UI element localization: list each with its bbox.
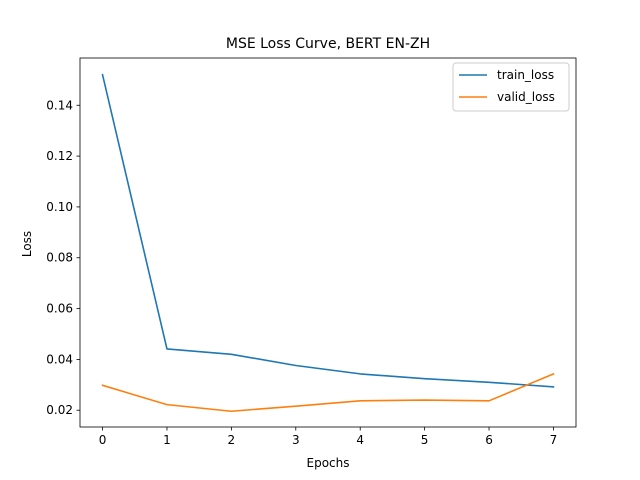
x-tick-label: 5 [421,433,429,447]
x-axis-label: Epochs [307,456,350,470]
x-tick-label: 2 [228,433,236,447]
y-axis-label: Loss [20,231,34,257]
x-tick-label: 7 [550,433,558,447]
plot-area: 0 1 2 3 4 5 6 7 0.02 0.04 0.06 0.08 0.10 0.12 0.14 [46,57,577,447]
series-line-train_loss [101,73,555,388]
y-tick-label: 0.06 [46,302,73,316]
y-tick-label: 0.08 [46,251,73,265]
y-tick-label: 0.04 [46,352,73,366]
y-tick-label: 0.12 [46,149,73,163]
x-tick-label: 1 [163,433,171,447]
legend-label-train_loss: train_loss [497,68,554,82]
x-tick-label: 4 [356,433,364,447]
legend-label-valid_loss: valid_loss [497,90,555,104]
x-tick-label: 3 [292,433,300,447]
y-tick-label: 0.02 [46,403,73,417]
x-tick-label: 0 [99,433,107,447]
x-tick-label: 6 [485,433,493,447]
axes-frame [79,57,577,428]
legend: train_loss valid_loss [452,62,570,112]
chart-title: MSE Loss Curve, BERT EN-ZH [226,36,430,52]
y-tick-label: 0.10 [46,200,73,214]
y-tick-label: 0.14 [46,98,73,112]
series-line-valid_loss [101,372,555,413]
